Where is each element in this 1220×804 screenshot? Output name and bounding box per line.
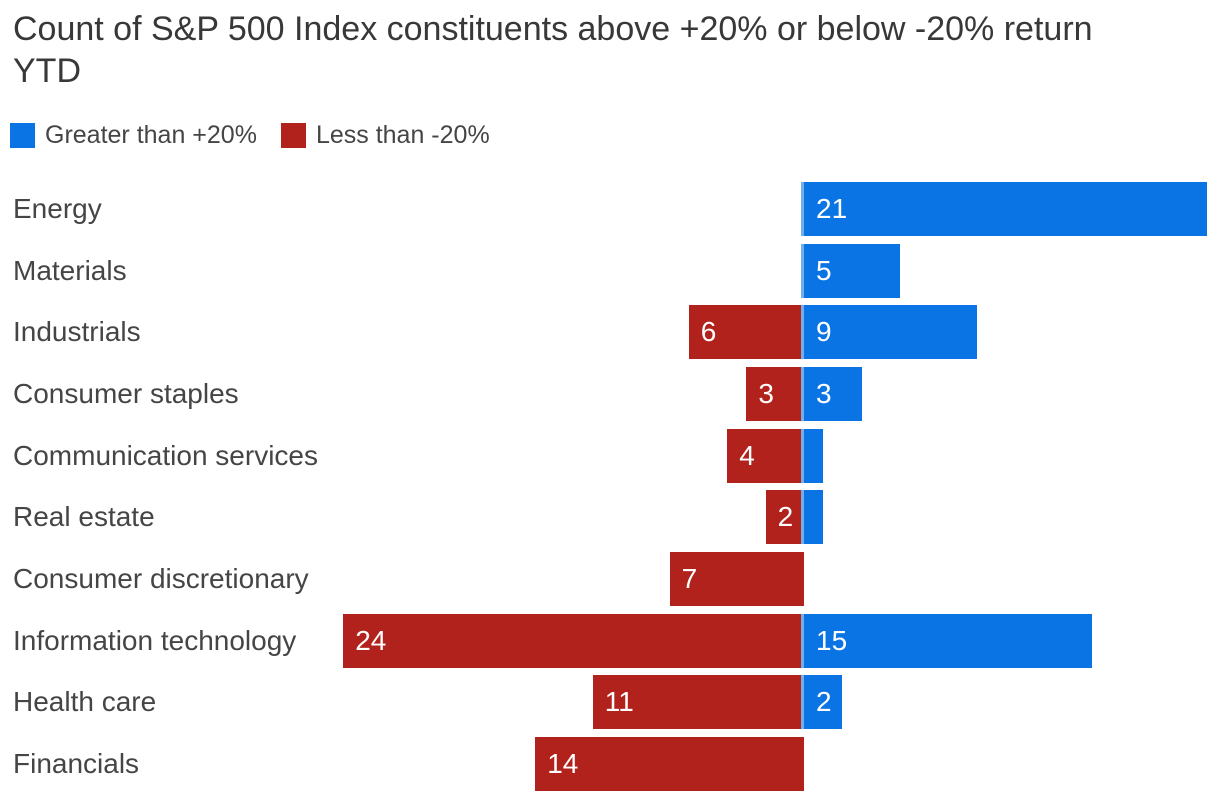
legend-item-positive: Greater than +20% [10,121,257,150]
bar-value-label: 14 [547,747,579,779]
category-label: Energy [13,193,102,224]
bar-value-label: 21 [816,193,848,224]
bar-value-label: 4 [739,439,755,471]
chart-row: Industrials 6 9 [0,305,1220,360]
legend-swatch-positive-icon [10,122,35,148]
bar-negative: 2 [765,490,804,545]
bar-value-label: 11 [604,686,634,718]
chart-row: Information technology 24 15 [0,613,1220,668]
category-label: Consumer discretionary [13,563,309,594]
chart-row: Consumer discretionary 7 [0,552,1220,606]
bar-positive: 15 [801,613,1092,668]
category-label: Real estate [13,501,155,533]
bar-value-label: 6 [700,316,717,348]
bar-positive: 2 [801,675,843,730]
chart-row: Financials 14 [0,736,1220,791]
category-label: Industrials [13,316,141,348]
bar-value-label: 3 [816,378,832,409]
legend-label-negative: Less than -20% [315,120,490,149]
bar-negative: 11 [592,675,804,730]
chart-row: Consumer staples 3 3 [0,367,1220,421]
bar-value-label: 2 [777,501,794,533]
bar-value-label: 3 [758,378,774,409]
chart-row: Energy 21 [0,182,1220,236]
bar-value-label: 2 [816,686,832,718]
bar-negative: 14 [535,736,804,791]
category-label: Materials [13,254,127,286]
bar-value-label: 5 [816,254,832,286]
category-label: Financials [13,747,140,779]
legend-label-positive: Greater than +20% [45,120,257,149]
chart-row: Health care 11 2 [0,675,1220,730]
bar-positive [801,490,824,545]
legend-swatch-negative-icon [280,122,306,148]
chart-row: Real estate 2 [0,490,1220,545]
chart-row: Communication services 4 [0,428,1220,483]
bar-value-label: 7 [681,563,698,594]
bar-negative: 4 [727,428,804,483]
bar-positive: 9 [801,305,977,360]
chart-row: Materials 5 [0,243,1220,298]
category-label: Information technology [13,624,297,656]
bar-positive: 3 [801,367,862,421]
legend-item-negative: Less than -20% [280,120,490,150]
bar-negative: 6 [688,305,804,360]
category-label: Consumer staples [13,378,239,409]
bar-negative: 3 [746,367,804,421]
bar-value-label: 9 [816,316,832,348]
category-label: Communication services [13,439,318,471]
bar-positive: 21 [801,182,1208,236]
category-label: Health care [13,686,157,718]
bar-negative: 24 [343,613,804,668]
bar-positive [801,428,824,483]
bar-negative: 7 [669,552,804,606]
legend: Greater than +20% Less than -20% [10,121,490,149]
bar-positive: 5 [801,243,900,298]
bar-value-label: 15 [816,624,848,656]
bar-value-label: 24 [355,624,387,656]
chart-title: Count of S&P 500 Index constituents abov… [13,10,1093,90]
